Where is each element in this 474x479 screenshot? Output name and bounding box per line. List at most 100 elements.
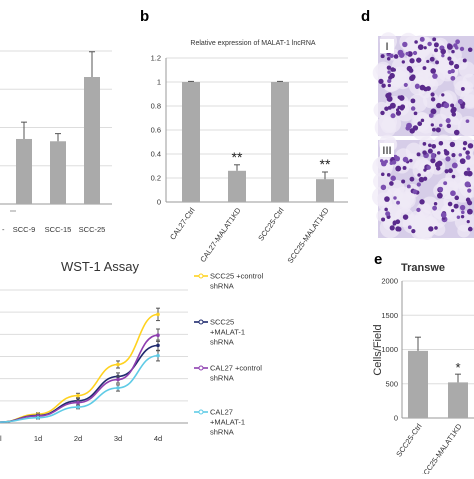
stained-cell [443, 148, 448, 153]
stained-cell [450, 103, 455, 108]
roman-label: I [385, 41, 388, 53]
stained-cell [397, 49, 404, 56]
stained-cell [466, 167, 471, 172]
stained-cell [380, 160, 387, 167]
tick-label: 3d [114, 434, 122, 443]
stained-cell [406, 184, 411, 189]
stained-cell [380, 172, 385, 177]
stained-cell [393, 154, 398, 159]
stained-cell [453, 129, 460, 136]
data-point [36, 415, 40, 420]
stained-cell [428, 143, 432, 148]
stained-cell [462, 147, 467, 151]
stained-cell [451, 174, 456, 179]
data-point [76, 405, 80, 409]
stained-cell [438, 186, 444, 192]
stained-cell [459, 46, 465, 52]
stained-cell [462, 141, 468, 146]
tick-label: 500 [385, 379, 398, 388]
stained-cell [433, 201, 438, 206]
stained-cell [461, 210, 465, 215]
stained-cell [432, 205, 438, 211]
stained-cell [392, 222, 397, 226]
stained-cell [380, 184, 387, 191]
stained-cell [466, 199, 472, 205]
stained-cell [434, 226, 438, 230]
stained-cell [387, 78, 392, 84]
data-point [156, 343, 160, 348]
tick-label: 2d [74, 434, 82, 443]
stained-cell [419, 36, 425, 42]
stained-cell [411, 228, 416, 234]
stained-cell [436, 192, 443, 199]
stained-cell [393, 196, 397, 200]
stained-cell [435, 127, 441, 133]
stained-cell [402, 214, 409, 220]
stained-cell [460, 86, 465, 91]
stained-cell [397, 105, 401, 110]
stained-cell [380, 54, 385, 59]
bar [316, 179, 334, 202]
stained-cell [391, 160, 397, 165]
stained-cell [467, 47, 473, 53]
stained-cell [396, 200, 401, 205]
stained-cell [426, 165, 431, 170]
stained-cell [428, 113, 434, 118]
tick-label: 1500 [381, 311, 398, 320]
stained-cell [464, 181, 471, 188]
stained-cell [410, 106, 416, 111]
stained-cell [414, 40, 418, 44]
stained-cell [384, 106, 389, 111]
significance-label: ** [320, 156, 331, 172]
stained-cell [412, 189, 418, 195]
stained-cell [389, 181, 394, 186]
stained-cell [423, 176, 428, 181]
stained-cell [401, 179, 406, 184]
roman-label: III [382, 145, 391, 157]
stained-cell [430, 68, 436, 74]
membrane-pore [405, 142, 422, 159]
stained-cell [467, 208, 473, 215]
stained-cell [416, 182, 421, 187]
stained-cell [380, 110, 385, 116]
stained-cell [428, 226, 434, 232]
stained-cell [395, 226, 401, 232]
tick-label: 4d [154, 434, 162, 443]
stained-cell [447, 69, 452, 74]
tick-label: 1d [34, 434, 42, 443]
label-box [380, 143, 394, 157]
stained-cell [443, 181, 448, 186]
significance-label: ** [232, 149, 243, 165]
stained-cell [422, 150, 427, 155]
stained-cell [453, 203, 459, 209]
stained-cell [409, 58, 415, 64]
stained-cell [427, 41, 432, 47]
stained-cell [390, 175, 396, 181]
stained-cell [381, 83, 386, 88]
tick-label: 0.4 [151, 150, 161, 159]
stained-cell [402, 156, 409, 163]
stained-cell [459, 204, 466, 211]
stained-cell [453, 43, 458, 48]
stained-cell [403, 82, 408, 87]
stained-cell [435, 161, 441, 168]
tick-label: - [2, 225, 5, 234]
stained-cell [419, 84, 426, 91]
tick-label: 1 [157, 78, 161, 87]
stained-cell [446, 123, 452, 129]
stained-cell [409, 128, 415, 134]
stained-cell [451, 153, 456, 158]
tick-label: SCC-15 [45, 225, 72, 234]
tick-label: l [0, 434, 2, 443]
stained-cell [439, 123, 443, 128]
stained-cell [386, 57, 391, 61]
data-point [116, 362, 120, 367]
stained-cell [450, 190, 456, 197]
legend-label: CAL27 [210, 408, 233, 417]
membrane-pore [419, 136, 435, 152]
stained-cell [450, 108, 456, 114]
stained-cell [409, 158, 413, 163]
stained-cell [447, 56, 452, 61]
stained-cell [445, 156, 451, 162]
